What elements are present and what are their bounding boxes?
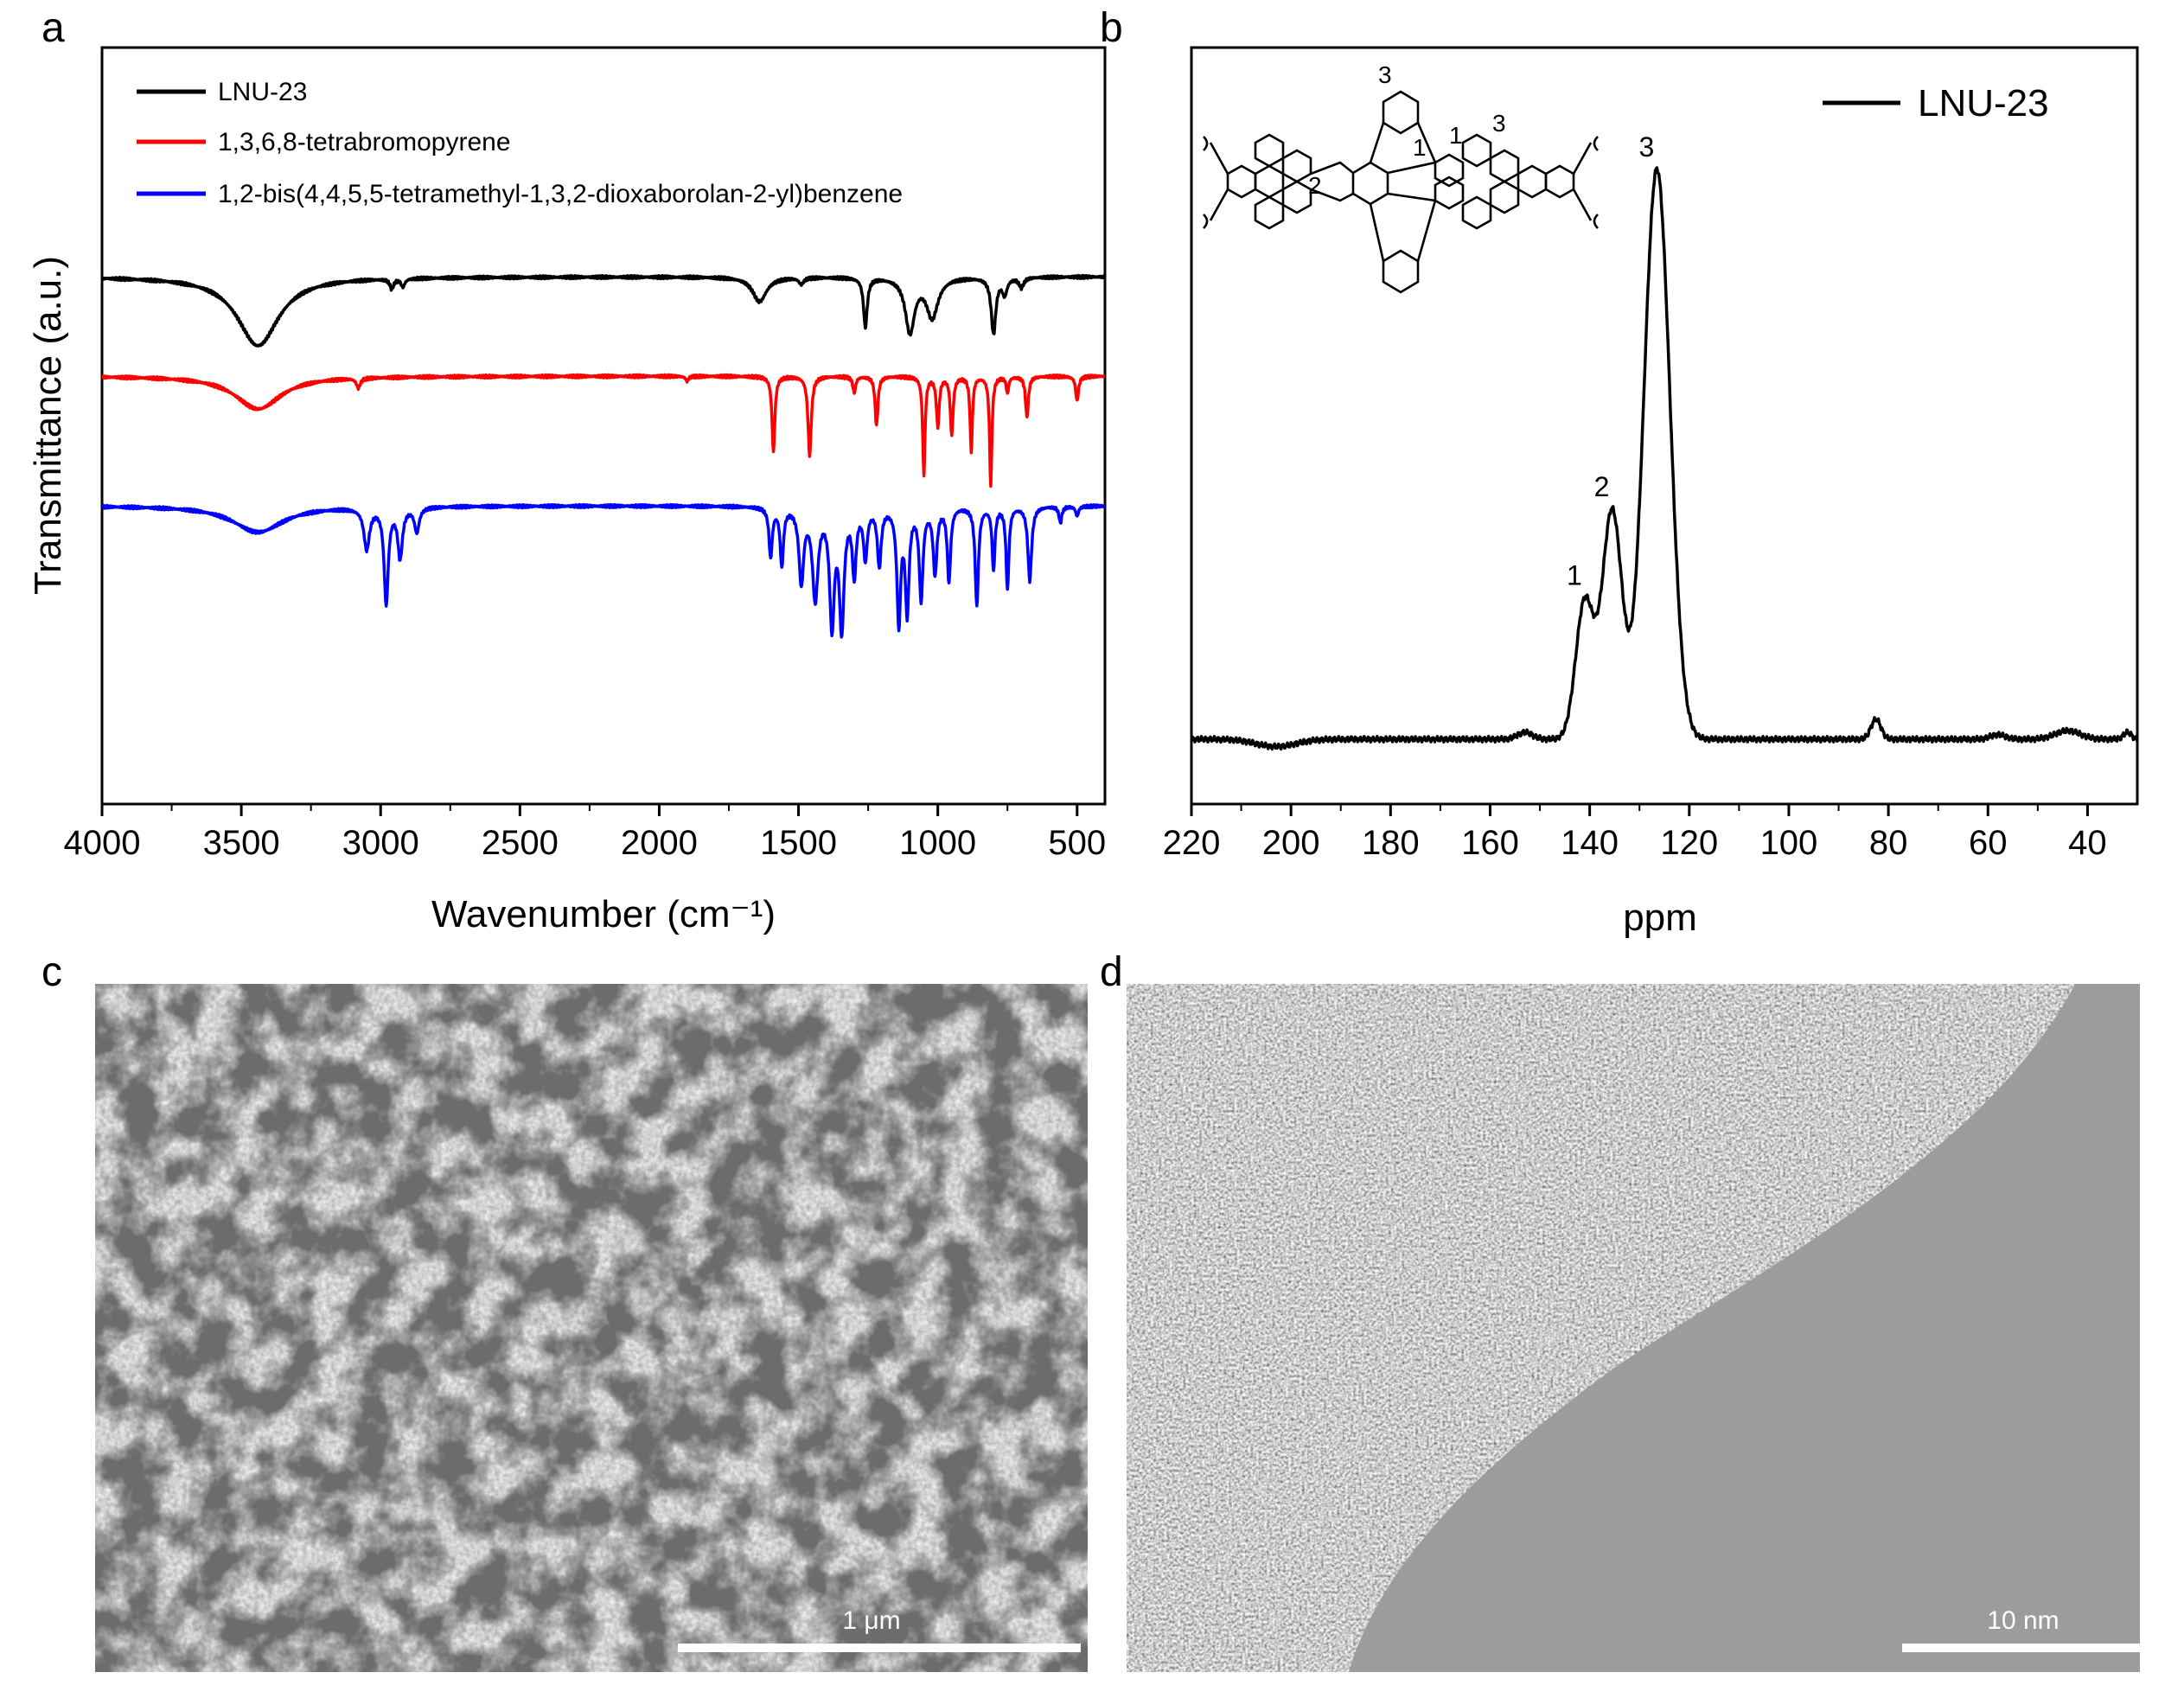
panel-c-letter: c	[42, 949, 62, 995]
bond	[1310, 161, 1354, 176]
panel-b-peak-labels: 3 2 1	[1567, 131, 1654, 591]
series-line-2	[102, 502, 1105, 639]
scale-label-c: 1 μm	[842, 1606, 900, 1635]
ring	[1281, 180, 1312, 214]
ring	[1489, 149, 1520, 183]
lnu-23-structure	[1203, 90, 1599, 294]
panel-d: d 10 nm	[1100, 949, 2144, 1672]
panel-a-letter: a	[42, 5, 65, 51]
nmr-spectrum-line	[1191, 166, 2137, 751]
legend-label-dioxaborolanyl-benzene: 1,2-bis(4,4,5,5-tetramethyl-1,3,2-dioxab…	[218, 180, 903, 208]
x-tick-label: 3500	[203, 824, 280, 862]
ring	[1517, 164, 1548, 199]
bond	[1387, 161, 1436, 175]
ring	[1382, 90, 1420, 135]
scale-label-d: 10 nm	[1987, 1606, 2059, 1635]
series-line-0	[102, 273, 1105, 348]
panel-b-x-ticks: 220 200 180 160 140 120 100 80 60 40	[1163, 804, 2107, 862]
structure-label: 1	[1449, 122, 1463, 149]
bond	[1310, 188, 1354, 202]
peak-label-1: 1	[1567, 560, 1582, 591]
panel-b-legend: LNU-23	[1823, 82, 2049, 124]
x-tick-label: 1000	[899, 824, 976, 862]
legend-label-lnu-23-nmr: LNU-23	[1918, 82, 2049, 124]
legend-label-tetrabromopyrene: 1,3,6,8-tetrabromopyrene	[218, 128, 511, 156]
panel-a-series	[102, 273, 1105, 639]
panel-a-frame	[100, 46, 1107, 806]
legend-label-lnu-23: LNU-23	[218, 78, 307, 106]
bond	[1416, 122, 1437, 163]
panel-a-y-axis-title: Transmittance (a.u.)	[27, 256, 69, 595]
ring	[1434, 176, 1465, 210]
structure-label: 3	[1492, 110, 1506, 137]
bond	[1387, 192, 1436, 202]
x-tick-label: 140	[1561, 824, 1619, 862]
x-tick-label: 4000	[64, 824, 141, 862]
structure-label: 3	[1378, 61, 1392, 88]
panel-d-letter: d	[1100, 949, 1123, 995]
tem-image	[1127, 984, 2140, 1672]
ring	[1254, 195, 1285, 230]
x-tick-label: 120	[1660, 824, 1718, 862]
ring	[1461, 133, 1492, 168]
ring	[1434, 153, 1465, 188]
x-tick-label: 1500	[760, 824, 837, 862]
panel-b: b 220 200 180 160 140 120 100 80 60 40 ppm 3 2 1 LN…	[1100, 5, 2139, 939]
bond	[1209, 142, 1229, 175]
peak-label-3: 3	[1638, 131, 1654, 163]
bond	[1209, 188, 1229, 221]
bond	[1369, 122, 1385, 163]
ring	[1544, 164, 1575, 199]
ring	[1351, 161, 1389, 206]
panel-a: a 4000 3500 3000 2500 2000 1500 1000 500 Wavenu…	[27, 5, 1107, 935]
bond	[1416, 200, 1437, 262]
structure-label: 2	[1308, 172, 1322, 199]
x-tick-label: 40	[2068, 824, 2107, 862]
structure-label: 1	[1413, 134, 1427, 161]
panel-a-x-axis-title: Wavenumber (cm⁻¹)	[431, 893, 776, 935]
ring	[1254, 133, 1285, 168]
x-tick-label: 160	[1461, 824, 1519, 862]
x-tick-label: 2500	[482, 824, 559, 862]
x-tick-label: 3000	[342, 824, 419, 862]
sem-image	[95, 984, 1088, 1672]
bond	[1369, 203, 1385, 262]
ring	[1281, 149, 1312, 183]
x-tick-label: 60	[1969, 824, 2008, 862]
bond	[1203, 136, 1599, 229]
ring	[1254, 164, 1285, 199]
panel-b-series	[1191, 166, 2137, 751]
panel-b-x-axis-title: ppm	[1623, 897, 1697, 939]
x-tick-label: 220	[1163, 824, 1221, 862]
panel-a-x-ticks: 4000 3500 3000 2500 2000 1500 1000 500	[64, 804, 1106, 862]
panel-c: c 1 μm	[42, 949, 1088, 1672]
ring	[1461, 195, 1492, 230]
x-tick-label: 180	[1362, 824, 1420, 862]
x-tick-label: 500	[1048, 824, 1106, 862]
panel-b-letter: b	[1100, 5, 1123, 51]
bond	[1572, 142, 1593, 175]
bond	[1572, 188, 1593, 221]
ring	[1382, 249, 1420, 294]
x-tick-label: 80	[1869, 824, 1908, 862]
x-tick-label: 100	[1760, 824, 1818, 862]
series-line-1	[102, 373, 1105, 488]
panel-a-legend: LNU-23 1,3,6,8-tetrabromopyrene 1,2-bis(…	[137, 78, 903, 208]
x-tick-label: 200	[1262, 824, 1320, 862]
ring	[1489, 180, 1520, 214]
x-tick-label: 2000	[621, 824, 698, 862]
ring	[1226, 164, 1257, 199]
peak-label-2: 2	[1594, 471, 1610, 502]
panel-b-frame	[1190, 46, 2139, 806]
structure-labels: 3 1 1 3 2	[1308, 61, 1506, 199]
